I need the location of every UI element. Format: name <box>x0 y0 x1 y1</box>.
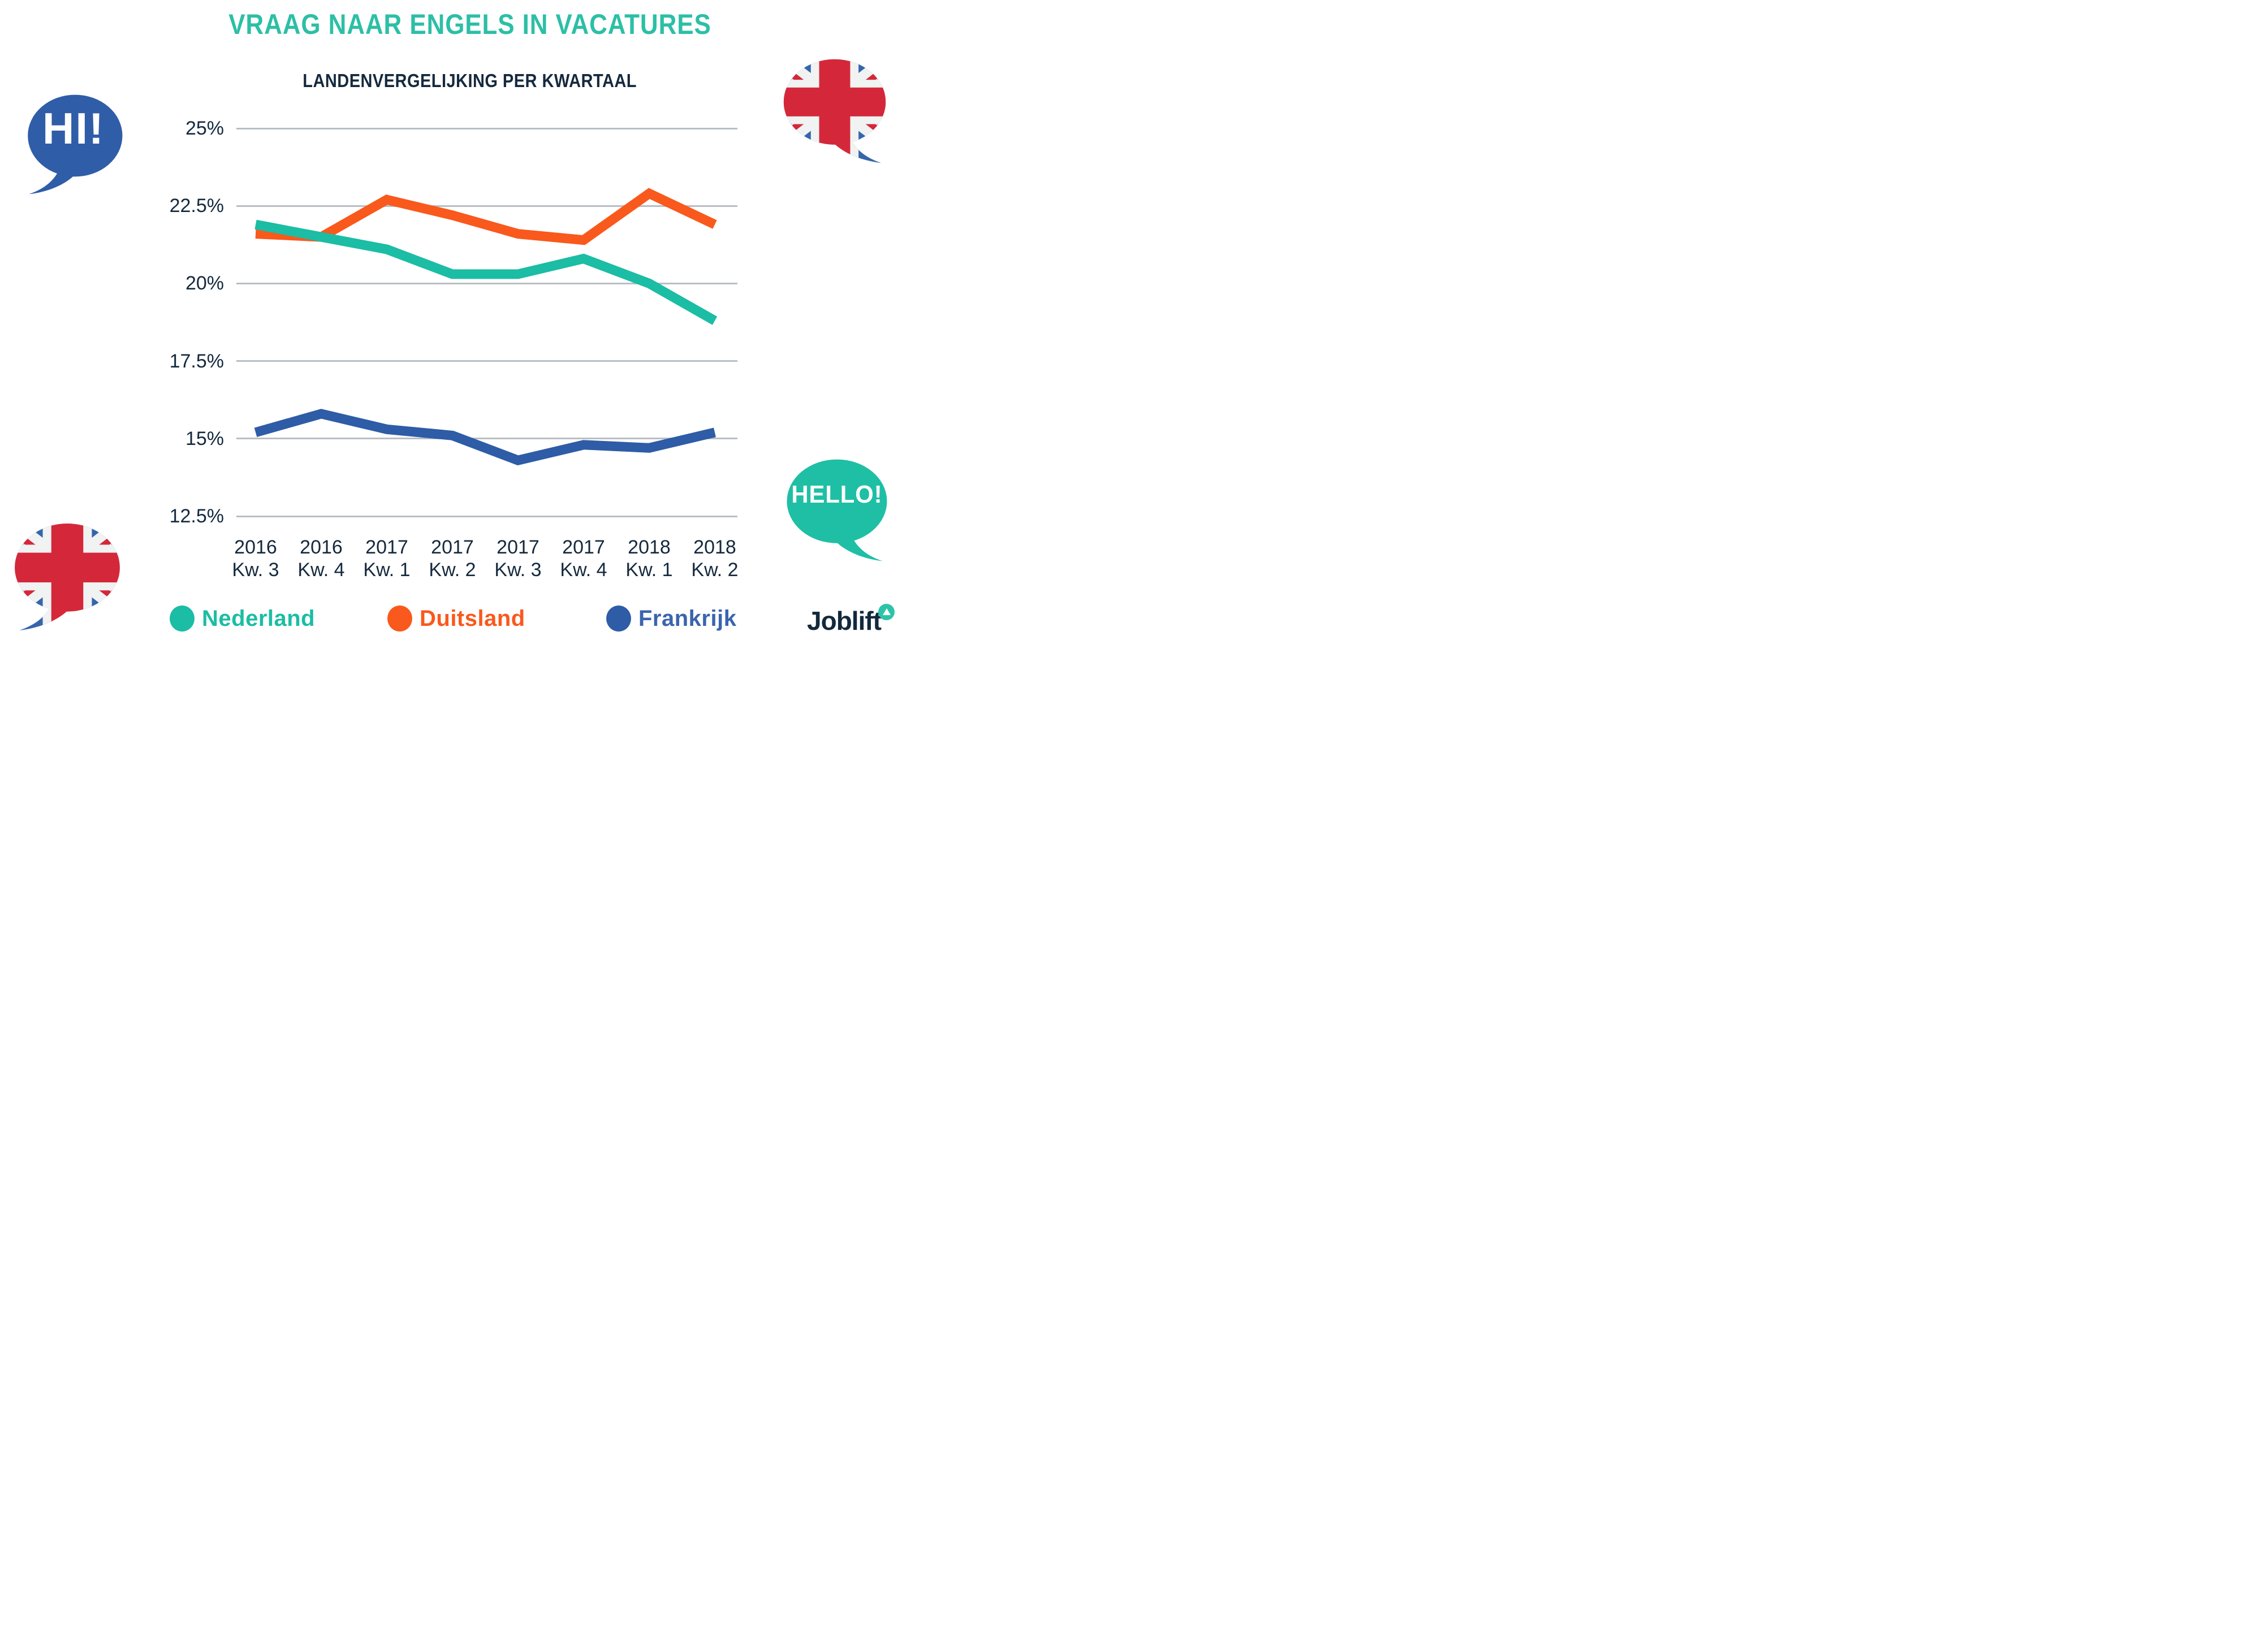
x-axis-label-quarter: Kw. 3 <box>494 559 542 581</box>
y-axis-label: 22.5% <box>169 195 224 217</box>
x-axis-label-quarter: Kw. 4 <box>297 559 345 581</box>
speech-bubble-shape <box>787 459 887 561</box>
joblift-logo-icon <box>878 604 895 620</box>
gridline <box>236 438 737 440</box>
x-axis-label-year: 2017 <box>562 537 605 558</box>
x-axis-label-year: 2018 <box>693 537 736 558</box>
x-axis-label-year: 2016 <box>234 537 277 558</box>
gridline <box>236 127 737 129</box>
gridline <box>236 282 737 284</box>
y-axis-label: 25% <box>185 118 224 139</box>
chart-subtitle-text: LANDENVERGELIJKING PER KWARTAAL <box>303 70 637 91</box>
x-axis-label-quarter: Kw. 4 <box>560 559 607 581</box>
hello-speech-bubble: HELLO! <box>778 453 896 568</box>
legend-dot-icon <box>170 606 195 632</box>
x-axis-label-quarter: Kw. 1 <box>625 559 673 581</box>
y-axis-label: 12.5% <box>169 505 224 527</box>
y-axis-label: 17.5% <box>169 350 224 372</box>
y-axis-label: 20% <box>185 273 224 295</box>
hi-speech-bubble: HI! <box>20 87 127 202</box>
series-line-duitsland <box>255 188 717 245</box>
x-axis-label-quarter: Kw. 2 <box>691 559 739 581</box>
x-axis-label-quarter: Kw. 1 <box>363 559 411 581</box>
x-axis-label: 2018 Kw. 1 <box>612 536 686 581</box>
uk-flag-bubble-bottom-left <box>10 517 124 638</box>
legend-item-frankrijk: Frankrijk <box>606 605 736 632</box>
joblift-logo: Joblift <box>807 604 895 637</box>
legend-item-duitsland: Duitsland <box>387 605 525 632</box>
legend-dot-icon <box>606 606 631 632</box>
page-title-text: VRAAG NAAR ENGELS IN VACATURES <box>228 8 711 40</box>
x-axis-label-quarter: Kw. 3 <box>232 559 279 581</box>
hello-bubble-text: HELLO! <box>791 480 883 508</box>
gridline <box>236 360 737 362</box>
uk-flag-bubble-top-right <box>777 53 892 170</box>
x-axis-label-year: 2017 <box>431 537 474 558</box>
x-axis-label: 2018 Kw. 2 <box>678 536 752 581</box>
x-axis-label: 2017 Kw. 3 <box>481 536 555 581</box>
x-axis-label-year: 2016 <box>300 537 343 558</box>
x-axis-label: 2016 Kw. 3 <box>219 536 292 581</box>
series-line-nederland <box>254 219 718 325</box>
hi-bubble-text: HI! <box>42 103 105 153</box>
page-title: VRAAG NAAR ENGELS IN VACATURES <box>18 8 905 41</box>
x-axis-label-year: 2017 <box>365 537 408 558</box>
legend-dot-icon <box>387 606 412 632</box>
x-axis-label-year: 2017 <box>497 537 539 558</box>
legend-label: Nederland <box>202 606 316 631</box>
x-axis-label: 2017 Kw. 1 <box>350 536 424 581</box>
x-axis-label-year: 2018 <box>628 537 671 558</box>
infographic-canvas: VRAAG NAAR ENGELS IN VACATURES LANDENVER… <box>0 0 905 661</box>
speech-bubble-shape <box>28 94 123 194</box>
x-axis-label-quarter: Kw. 2 <box>429 559 476 581</box>
x-axis-label: 2017 Kw. 2 <box>416 536 489 581</box>
legend-label: Frankrijk <box>638 606 737 631</box>
gridline <box>236 515 737 517</box>
series-line-frankrijk <box>254 409 716 466</box>
chart-subtitle: LANDENVERGELIJKING PER KWARTAAL <box>18 70 905 92</box>
joblift-logo-text: Joblift <box>807 606 882 635</box>
x-axis-label: 2016 Kw. 4 <box>284 536 358 581</box>
uk-flag-icon <box>783 59 886 163</box>
legend-item-nederland: Nederland <box>170 605 315 632</box>
y-axis-label: 15% <box>185 427 224 449</box>
x-axis-label: 2017 Kw. 4 <box>547 536 620 581</box>
uk-flag-icon <box>15 524 120 630</box>
gridline <box>236 205 737 207</box>
legend-label: Duitsland <box>420 606 525 631</box>
triangle-icon <box>882 608 891 615</box>
